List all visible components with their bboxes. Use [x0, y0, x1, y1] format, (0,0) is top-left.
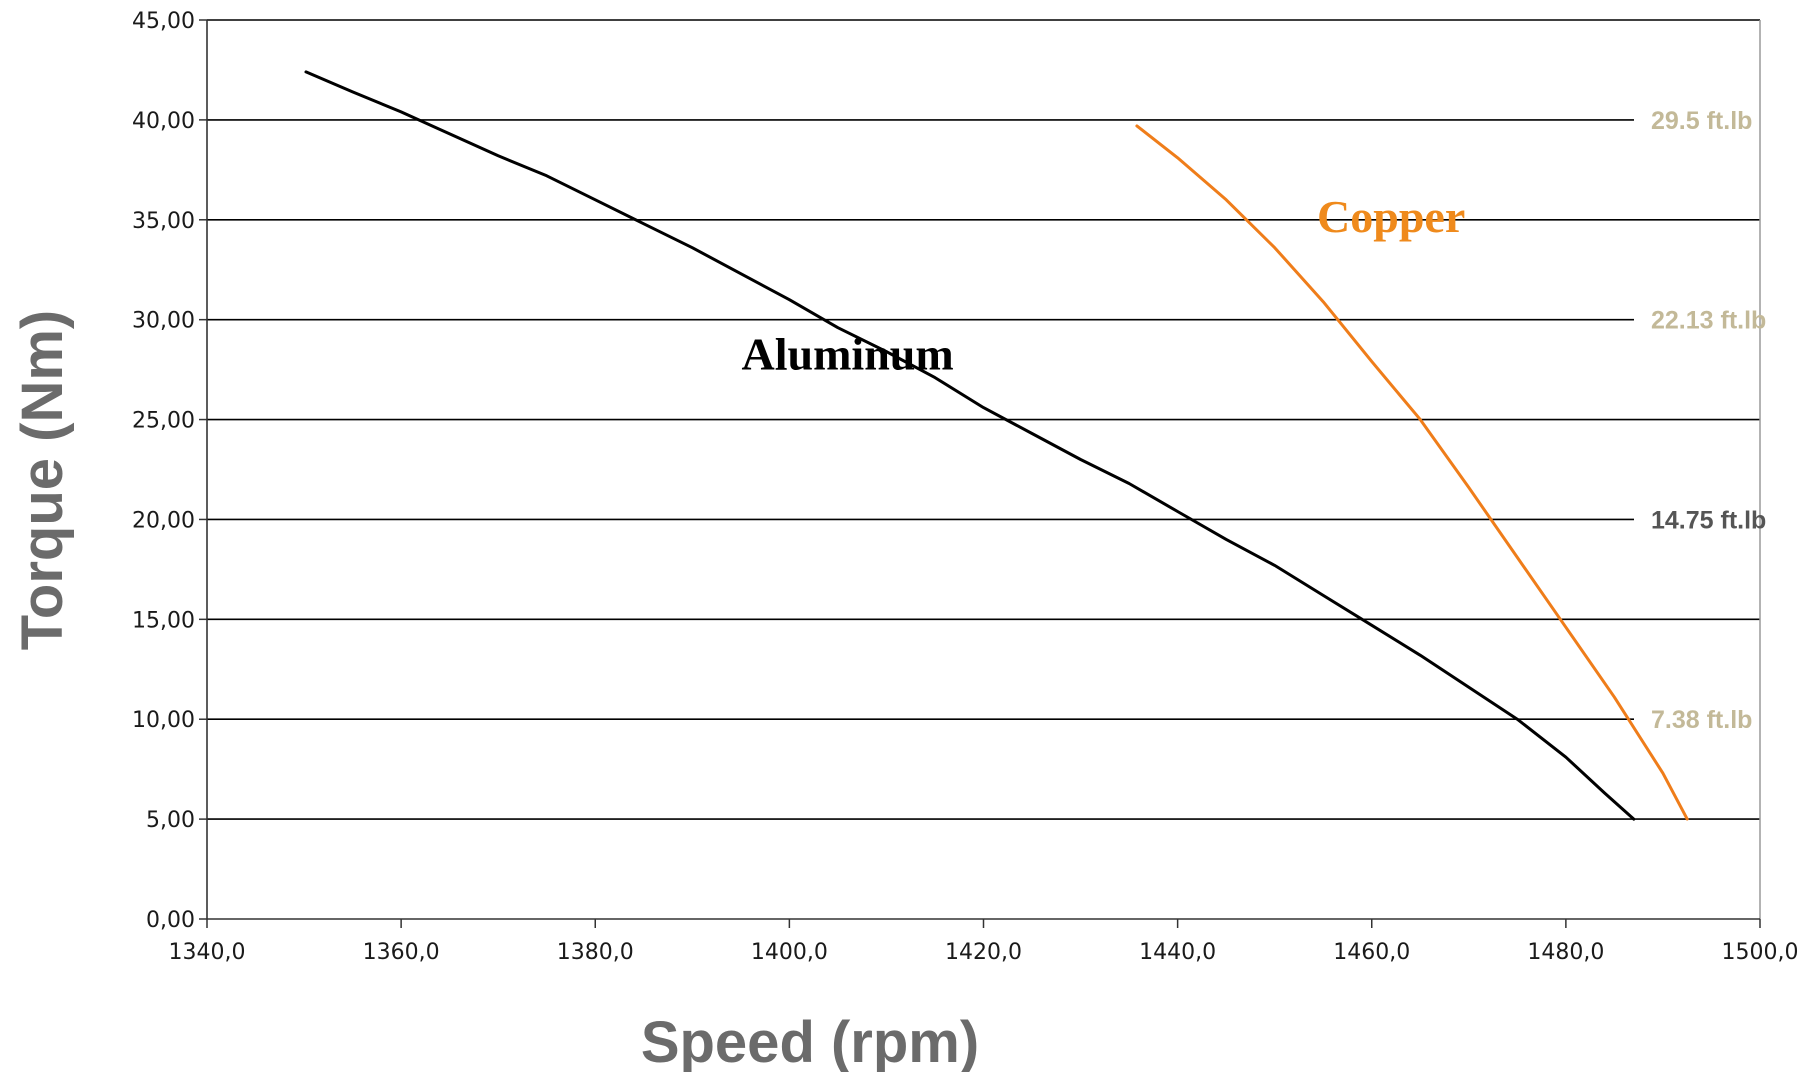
x-tick-label: 1460,0 [1333, 940, 1410, 965]
annotation-ft-lb: 29.5 ft.lb [1651, 107, 1752, 135]
data-point-aluminum [448, 132, 451, 135]
data-point-aluminum [691, 246, 694, 249]
y-tick-label: 15,00 [132, 608, 195, 633]
y-tick-label: 0,00 [146, 908, 195, 933]
data-point-copper [1370, 360, 1373, 363]
series-lines [304, 70, 1689, 821]
x-tick-label: 1480,0 [1527, 940, 1604, 965]
data-point-copper [1686, 818, 1689, 821]
x-tick-label: 1380,0 [557, 940, 634, 965]
data-point-aluminum [1564, 756, 1567, 759]
data-point-aluminum [1603, 792, 1606, 795]
data-point-copper [1135, 124, 1138, 127]
grid-lines [207, 19, 1760, 820]
data-point-aluminum [1467, 686, 1470, 689]
x-tick-label: 1440,0 [1139, 940, 1216, 965]
x-tick-label: 1500,0 [1722, 940, 1799, 965]
x-axis-title: Speed (rpm) [641, 1010, 979, 1072]
annotation-ft-lb: 22.13 ft.lb [1651, 307, 1766, 335]
data-point-copper [1419, 418, 1422, 421]
data-point-copper [1661, 772, 1664, 775]
y-tick-label: 10,00 [132, 708, 195, 733]
data-point-aluminum [305, 70, 308, 73]
data-point-aluminum [788, 298, 791, 301]
y-tick-label: 45,00 [132, 9, 195, 34]
y-tick-label: 35,00 [132, 209, 195, 234]
data-point-copper [1176, 156, 1179, 159]
data-point-aluminum [1273, 564, 1276, 567]
annotation-ft-lb: 14.75 ft.lb [1651, 506, 1766, 534]
y-tick-label: 5,00 [146, 808, 195, 833]
x-tick-label: 1400,0 [751, 940, 828, 965]
x-tick-label: 1360,0 [363, 940, 440, 965]
data-point-aluminum [545, 174, 548, 177]
tick-labels: 0,00 5,00 10,00 15,00 20,00 25,00 30,00 35,00 40… [132, 9, 1798, 965]
annotations: 29.5 ft.lb 22.13 ft.lb 14.75 ft.lb 7.38 ft.… [742, 107, 1767, 734]
data-point-aluminum [1128, 482, 1131, 485]
annotation-ft-lb: 7.38 ft.lb [1651, 706, 1752, 734]
data-point-aluminum [1516, 718, 1519, 721]
x-tick-label: 1420,0 [945, 940, 1022, 965]
y-tick-label: 20,00 [132, 508, 195, 533]
series-line-copper [1135, 124, 1689, 821]
data-point-copper [1564, 626, 1567, 629]
data-point-aluminum [497, 154, 500, 157]
series-label-aluminum: Aluminum [742, 329, 954, 380]
data-point-copper [1613, 696, 1616, 699]
axes [199, 19, 1761, 928]
data-point-copper [1273, 246, 1276, 249]
y-axis-title: Torque (Nm) [10, 310, 75, 650]
data-point-aluminum [594, 198, 597, 201]
data-point-copper [1467, 486, 1470, 489]
series-label-copper: Copper [1317, 191, 1465, 242]
data-point-copper [1516, 556, 1519, 559]
data-point-aluminum [1031, 432, 1034, 435]
data-point-aluminum [642, 222, 645, 225]
data-point-aluminum [1370, 624, 1373, 627]
data-point-aluminum [1419, 654, 1422, 657]
data-point-aluminum [351, 90, 354, 93]
data-point-copper [1322, 300, 1325, 303]
data-point-aluminum [1632, 818, 1635, 821]
data-point-copper [1225, 198, 1228, 201]
x-tick-label: 1340,0 [169, 940, 246, 965]
data-point-aluminum [1322, 594, 1325, 597]
y-tick-label: 30,00 [132, 309, 195, 334]
data-point-aluminum [1225, 538, 1228, 541]
data-point-aluminum [400, 110, 403, 113]
data-point-aluminum [982, 406, 985, 409]
data-point-aluminum [739, 272, 742, 275]
data-point-aluminum [1079, 458, 1082, 461]
y-tick-label: 25,00 [132, 409, 195, 434]
series-line-aluminum [304, 70, 1636, 821]
y-tick-label: 40,00 [132, 109, 195, 134]
data-point-aluminum [1176, 510, 1179, 513]
